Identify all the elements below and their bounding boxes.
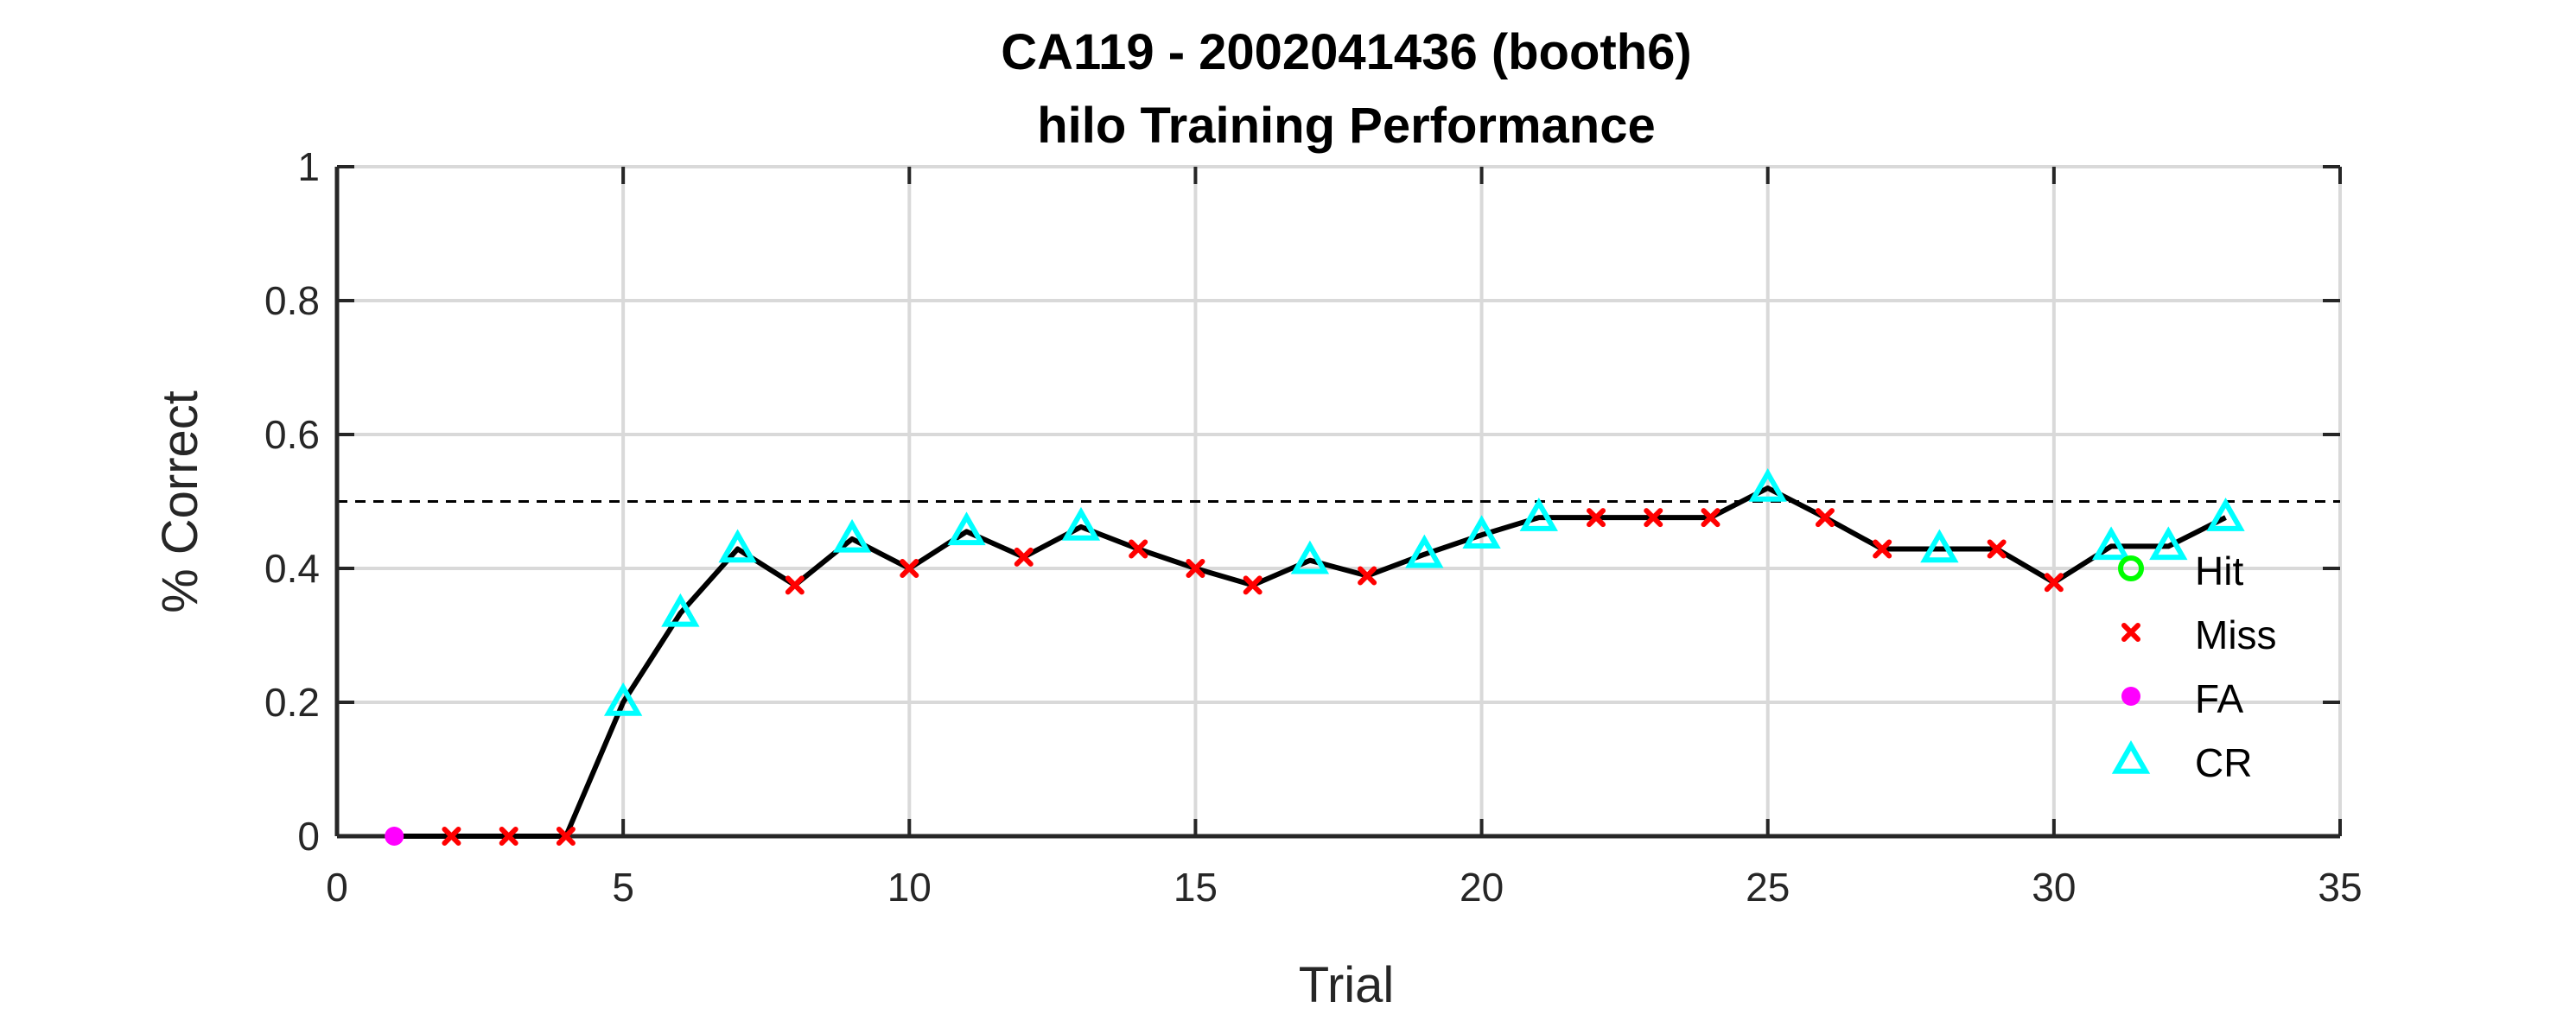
y-tick-label: 1 [297,144,320,189]
marker-cr [1405,534,1444,568]
legend-item-cr: CR [2111,739,2252,785]
x-tick-label: 0 [326,865,348,910]
x-tick-label: 35 [2318,865,2362,910]
marker-miss [1815,508,1835,528]
marker-miss [2044,573,2064,593]
legend-marker-fa [2121,687,2140,706]
x-tick-label: 5 [612,865,634,910]
y-tick-label: 0.2 [264,680,320,725]
marker-cr [947,511,986,546]
legend-item-hit: Hit [2118,549,2243,593]
marker-miss [1358,566,1377,586]
marker-cr [1290,540,1330,574]
legend-item-miss: Miss [2121,612,2277,657]
marker-cr [718,529,757,563]
marker-cr [1061,506,1101,541]
marker-cr [832,518,872,553]
marker-miss [556,827,576,846]
marker-miss [1587,508,1606,528]
trial-markers [385,467,2245,846]
legend-label-miss: Miss [2195,612,2277,657]
marker-fa [385,827,404,846]
marker-cr [603,682,643,716]
marker-miss [1129,539,1148,559]
marker-cr [1748,467,1787,502]
legend-label-cr: CR [2195,740,2252,785]
x-tick-label: 30 [2032,865,2076,910]
marker-cr [1519,498,1558,531]
marker-miss [1644,508,1663,528]
marker-cr [661,593,700,627]
marker-miss [1701,508,1721,528]
marker-miss [1014,547,1034,567]
marker-miss [1243,575,1263,595]
performance-line [394,485,2227,839]
legend-marker-cr [2111,739,2151,774]
y-tick-label: 0.8 [264,278,320,323]
y-tick-label: 0.6 [264,412,320,457]
marker-miss [785,575,805,595]
marker-miss [499,827,518,846]
chart-title-line-1: CA119 - 2002041436 (booth6) [1001,24,1691,80]
marker-cr [2206,498,2245,531]
legend-label-hit: Hit [2195,549,2243,593]
marker-cr [2149,526,2188,561]
axes [334,165,2342,839]
tick-labels: 0 5 10 15 20 25 30 35 0 0.2 0.4 0.6 0.8 1 [264,144,2363,910]
marker-miss [1987,539,2007,559]
marker-cr [2091,526,2131,561]
legend-marker-hit [2118,555,2144,581]
x-axis-label: Trial [1299,957,1395,1013]
x-tick-label: 10 [887,865,932,910]
legend-label-fa: FA [2195,676,2244,721]
y-axis-label: % Correct [152,390,208,613]
marker-miss [1186,559,1205,578]
y-tick-label: 0.4 [264,546,320,591]
y-tick-label: 0 [297,814,320,859]
marker-miss [900,559,919,578]
chart-title-line-2: hilo Training Performance [1037,98,1655,154]
legend-marker-miss [2121,623,2140,642]
legend: Hit Miss FA CR [2111,549,2277,785]
marker-cr [1462,515,1501,549]
marker-miss [1873,539,1892,559]
x-tick-label: 15 [1174,865,1218,910]
marker-miss [442,827,461,846]
x-tick-label: 25 [1746,865,1790,910]
legend-item-fa: FA [2121,676,2244,721]
x-tick-label: 20 [1460,865,1504,910]
marker-cr [1920,529,1959,563]
grid [335,165,2342,838]
